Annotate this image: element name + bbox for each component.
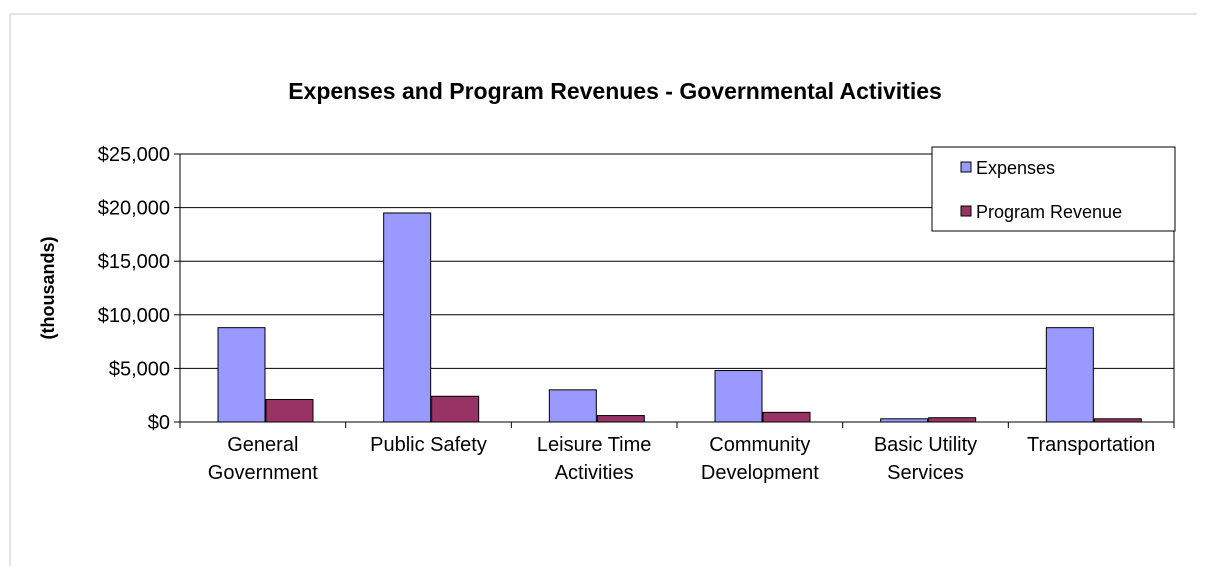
bar-program-revenue — [431, 395, 480, 423]
legend-label-expenses: Expenses — [976, 158, 1055, 178]
y-axis: $0 $5,000 $10,000 $15,000 $20,000 $25,000 — [98, 144, 180, 434]
x-tick-label: General — [227, 434, 298, 456]
bar-expenses — [217, 327, 266, 423]
y-axis-label: (thousands) — [38, 237, 58, 340]
y-tick-label: $5,000 — [109, 358, 170, 380]
x-tick-label: Leisure Time — [537, 434, 652, 456]
x-tick-label: Public Safety — [370, 434, 487, 456]
legend-swatch-expenses — [960, 161, 972, 173]
x-tick-label: Activities — [555, 462, 634, 484]
bar-expenses — [548, 389, 597, 423]
legend: Expenses Program Revenue — [931, 146, 1176, 232]
y-tick-label: $15,000 — [98, 251, 170, 273]
bar-program-revenue — [265, 398, 314, 423]
y-tick-label: $10,000 — [98, 305, 170, 327]
legend-label-program-revenue: Program Revenue — [976, 202, 1122, 222]
bar-program-revenue — [762, 411, 811, 423]
x-tick-label: Basic Utility — [874, 434, 977, 456]
x-tick-label: Services — [887, 462, 964, 484]
y-tick-label: $25,000 — [98, 144, 170, 166]
bar-program-revenue — [596, 415, 645, 423]
bar-expenses — [714, 370, 763, 423]
bar-expenses — [383, 212, 432, 423]
chart-title: Expenses and Program Revenues - Governme… — [288, 78, 942, 104]
y-tick-label: $0 — [148, 412, 170, 434]
x-tick-label: Transportation — [1027, 434, 1155, 456]
x-tick-label: Government — [208, 462, 318, 484]
bar-expenses — [1045, 327, 1094, 423]
bar-program-revenue — [928, 417, 977, 423]
legend-swatch-program-revenue — [960, 205, 972, 217]
y-tick-label: $20,000 — [98, 198, 170, 220]
x-tick-label: Development — [701, 462, 819, 484]
x-axis: General Government Public Safety Leisure Ti… — [179, 421, 1175, 484]
legend-box — [931, 146, 1176, 232]
x-tick-label: Community — [709, 434, 810, 456]
